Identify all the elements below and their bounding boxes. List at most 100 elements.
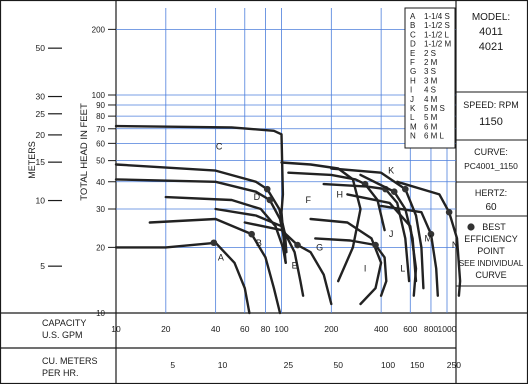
pump-curve-d-5 (164, 195, 287, 264)
pump-curve-b-1 (148, 217, 282, 315)
meters-tick-label-50: 50 (36, 43, 46, 53)
legend-desc-g: 3 S (424, 67, 436, 76)
legend-letter-e: E (410, 49, 415, 58)
meters-tick-label-5: 5 (40, 261, 45, 271)
gpm-tick-label-10: 10 (111, 324, 121, 334)
m3h-tick-label-250: 250 (447, 360, 461, 370)
pump-curves (114, 124, 462, 315)
curve-letter-h: H (337, 189, 344, 199)
legend-desc-n: 6 M L (424, 132, 445, 141)
head-tick-label-200: 200 (92, 25, 106, 34)
legend: A 1-1/4 S B 1-1/2 S C 1-1/2 L D 1-1/2 M E 2 S F 2 M… (410, 12, 451, 141)
meters-axis: METERS 50 30 25 20 15 10 5 (27, 43, 62, 271)
bep-legend-line3: POINT (477, 246, 505, 256)
pump-curve-d-4 (114, 178, 287, 244)
capacity-label-line2: U.S. GPM (42, 330, 83, 340)
legend-letter-h: H (410, 76, 416, 85)
meters-ticks: 50 30 25 20 15 10 5 (36, 43, 62, 271)
speed-value: 1150 (479, 116, 503, 128)
bep-point-k-13 (402, 185, 409, 193)
head-tick-label-20: 20 (96, 243, 105, 252)
head-tick-label-60: 60 (96, 139, 105, 148)
pump-curve-e-6 (214, 207, 305, 297)
head-tick-label-10: 10 (96, 309, 105, 318)
cu-meters-label-line2: PER HR. (42, 368, 79, 378)
pump-curve-h-9 (287, 171, 386, 232)
legend-desc-l: 5 M (424, 113, 438, 122)
curve-letter-i: I (364, 264, 367, 274)
legend-desc-h: 3 M (424, 76, 438, 85)
gpm-tick-label-600: 600 (403, 324, 417, 334)
bep-legend-dot-icon (467, 223, 475, 231)
curve-letter-l: L (400, 264, 405, 274)
m3h-tick-label-50: 50 (333, 360, 343, 370)
bep-point-n-17 (445, 208, 453, 216)
legend-box (404, 7, 456, 149)
head-axis-label: TOTAL HEAD IN FEET (79, 103, 90, 201)
meters-axis-label: METERS (27, 141, 37, 179)
legend-desc-i: 4 S (424, 86, 436, 95)
bep-point-k-14 (390, 188, 398, 196)
model-label: MODEL: (472, 12, 510, 23)
m3h-tick-label-10: 10 (218, 360, 228, 370)
curve-letters: A B C D E G F H I J K L M N (216, 142, 458, 274)
bep-point-d-3 (263, 185, 271, 193)
head-tick-label-50: 50 (96, 157, 105, 166)
hertz-value: 60 (485, 202, 497, 213)
gpm-tick-label-100: 100 (274, 324, 288, 334)
gpm-tick-label-60: 60 (240, 324, 250, 334)
head-tick-label-80: 80 (96, 112, 105, 121)
legend-letter-c: C (410, 30, 416, 39)
bep-legend-line1: BEST (482, 222, 506, 232)
curve-letter-g: G (316, 242, 323, 252)
curve-letter-n: N (452, 240, 459, 250)
legend-letter-n: N (410, 132, 416, 141)
curve-letter-d: D (254, 192, 261, 202)
gpm-tick-label-1000: 1000 (438, 324, 457, 334)
meters-tick-label-20: 20 (36, 130, 46, 140)
legend-desc-e: 2 S (424, 49, 436, 58)
gpm-tick-label-400: 400 (374, 324, 388, 334)
gpm-tick-label-200: 200 (324, 324, 338, 334)
gpm-tick-label-800: 800 (424, 324, 438, 334)
legend-letter-i: I (410, 86, 412, 95)
bep-legend-line5: CURVE (475, 270, 506, 280)
legend-desc-j: 4 M (424, 95, 438, 104)
meters-tick-label-30: 30 (36, 92, 46, 102)
curve-letter-a: A (218, 252, 224, 262)
pump-curve-j-12 (322, 182, 411, 283)
pump-curve-k-13 (330, 167, 425, 290)
head-tick-label-30: 30 (96, 205, 105, 214)
bep-point-m-16 (427, 230, 435, 238)
curve-letter-e: E (292, 261, 298, 271)
pump-curve-i-11 (314, 237, 388, 297)
curve-letter-b: B (256, 238, 262, 248)
gpm-tick-label-80: 80 (261, 324, 271, 334)
meters-tick-label-25: 25 (36, 109, 46, 119)
legend-desc-b: 1-1/2 S (424, 21, 450, 30)
m3h-tick-label-100: 100 (381, 360, 395, 370)
pump-curve-a-0 (114, 241, 251, 315)
meters-tick-label-15: 15 (36, 157, 46, 167)
legend-desc-d: 1-1/2 M (424, 40, 451, 49)
legend-letter-g: G (410, 67, 416, 76)
curve-letter-k: K (388, 166, 394, 176)
legend-letter-f: F (410, 58, 415, 67)
capacity-label-line1: CAPACITY (42, 318, 86, 328)
legend-desc-c: 1-1/2 L (424, 30, 449, 39)
legend-desc-a: 1-1/4 S (424, 12, 450, 21)
head-tick-label-40: 40 (96, 178, 105, 187)
m3h-tick-label-25: 25 (284, 360, 294, 370)
head-tick-label-90: 90 (96, 101, 105, 110)
gpm-tick-label-20: 20 (161, 324, 171, 334)
bep-point-i-11 (372, 241, 379, 249)
meters-tick-label-10: 10 (36, 196, 46, 206)
bep-point-a-0 (210, 239, 218, 247)
m3h-tick-label-5: 5 (170, 360, 175, 370)
cu-meters-label-line1: CU. METERS (42, 356, 98, 366)
legend-letter-l: L (410, 113, 415, 122)
legend-letter-a: A (410, 12, 416, 21)
curve-value: PC4001_1150 (464, 161, 518, 171)
